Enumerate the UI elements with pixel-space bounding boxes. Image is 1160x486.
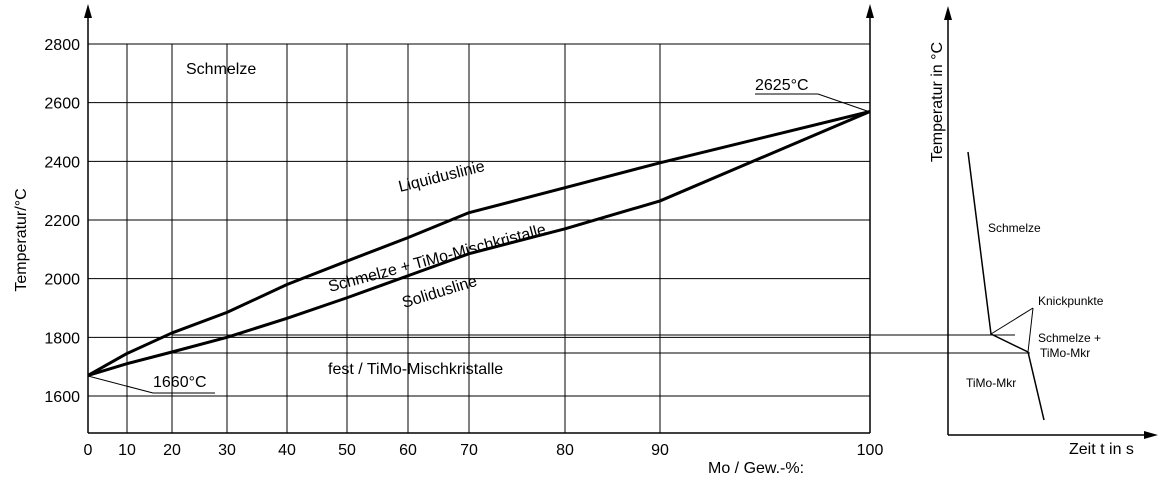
x-tick-labels: 0 10 20 30 40 50 60 70 80 90 100 — [84, 442, 884, 459]
mo-mp-leader — [817, 93, 871, 113]
x-tick-label: 30 — [218, 442, 236, 459]
phase-curves — [87, 110, 871, 377]
ti-mp-leader — [87, 375, 154, 394]
y-tick-label: 2800 — [44, 37, 80, 54]
y-tick-label: 2400 — [44, 154, 80, 171]
cooling-solid-label: TiMo-Mkr — [966, 376, 1016, 390]
x-tick-label: 10 — [118, 442, 136, 459]
x-tick-label: 40 — [278, 442, 296, 459]
time-x-arrow-icon — [1144, 431, 1158, 439]
x-tick-label: 0 — [84, 442, 93, 459]
cooling-two-phase-label-2: TiMo-Mkr — [1040, 346, 1090, 360]
x-axis-label: Mo / Gew.-%: — [708, 460, 804, 477]
y-tick-label: 2200 — [44, 213, 80, 230]
ti-melting-point-label: 1660°C — [153, 374, 207, 391]
knick-leader-1 — [990, 307, 1034, 335]
solid-region-label: fest / TiMo-Mischkristalle — [328, 361, 503, 378]
x-tick-label: 90 — [651, 442, 669, 459]
x-tick-label: 20 — [163, 442, 181, 459]
right-axis-arrow-icon — [866, 4, 874, 18]
y-axis-label: Temperatur/°C — [13, 188, 30, 291]
cooling-axes — [947, 14, 1150, 436]
phase-axes — [87, 12, 871, 434]
y-tick-labels: 1600 1800 2000 2200 2400 2600 2800 — [44, 37, 80, 406]
mo-melting-point-label: 2625°C — [755, 77, 809, 94]
y-tick-label: 1600 — [44, 389, 80, 406]
cooling-curve — [967, 151, 1045, 421]
y-tick-label: 2600 — [44, 96, 80, 113]
knick-leader-2 — [1027, 307, 1034, 353]
x-tick-label: 100 — [857, 442, 884, 459]
liquidus-label: Liquiduslinie — [397, 158, 487, 196]
x-tick-label: 50 — [338, 442, 356, 459]
knick-label: Knickpunkte — [1038, 294, 1104, 308]
cooling-y-axis-label: Temperatur in °C — [929, 42, 946, 162]
y-axis-arrow-icon — [84, 4, 92, 18]
time-y-arrow-icon — [944, 6, 952, 20]
liquidus-curve — [87, 110, 871, 377]
melt-region-label: Schmelze — [186, 61, 256, 78]
y-tick-label: 2000 — [44, 272, 80, 289]
solidus-curve — [87, 110, 871, 377]
x-tick-label: 80 — [556, 442, 574, 459]
x-tick-label: 70 — [460, 442, 478, 459]
cooling-x-axis-label: Zeit t in s — [1069, 441, 1134, 458]
cooling-melt-label: Schmelze — [988, 221, 1041, 235]
x-tick-label: 60 — [399, 442, 417, 459]
cooling-two-phase-label-1: Schmelze + — [1038, 331, 1101, 345]
y-tick-label: 1800 — [44, 330, 80, 347]
